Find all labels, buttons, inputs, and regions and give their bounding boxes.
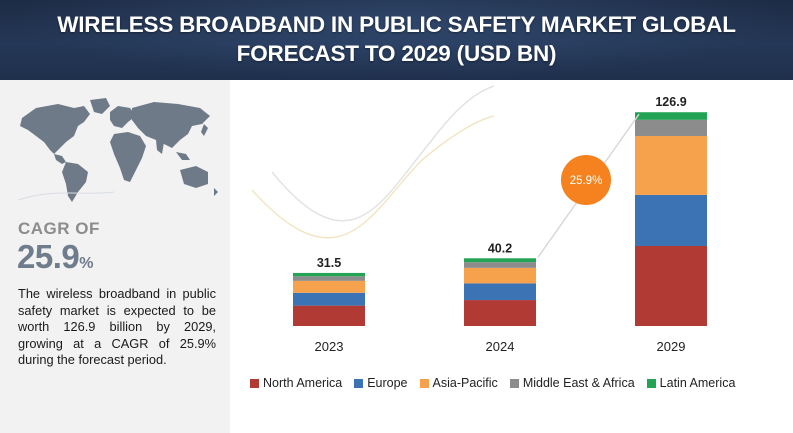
cagr-value-group: 25.9%: [17, 238, 93, 276]
x-tick-label-2023: 2023: [315, 339, 344, 354]
bar-segment-2024-asia-pacific: [464, 267, 536, 284]
legend-label-europe: Europe: [367, 376, 408, 390]
legend-label-latin-america: Latin America: [659, 376, 736, 390]
legend-item-europe: Europe: [354, 376, 408, 390]
bar-segment-2023-north-america: [293, 305, 365, 326]
decorative-curves: [251, 85, 495, 239]
legend-item-middle-east-africa: Middle East & Africa: [509, 376, 635, 390]
bar-segment-2023-middle-east-africa: [293, 276, 365, 281]
bar-segment-2029-north-america: [635, 245, 707, 326]
legend-label-middle-east-africa: Middle East & Africa: [522, 376, 635, 390]
header-banner: WIRELESS BROADBAND IN PUBLIC SAFETY MARK…: [0, 0, 793, 80]
cagr-bubble-label: 25.9%: [570, 175, 603, 187]
title-line-1: WIRELESS BROADBAND IN PUBLIC SAFETY MARK…: [57, 12, 736, 37]
bar-segment-2029-europe: [635, 194, 707, 246]
total-label-2023: 31.5: [317, 256, 341, 270]
world-map-icon: [17, 98, 218, 202]
x-tick-label-2029: 2029: [657, 339, 686, 354]
label-group: 31.5 2023 40.2 2024 126.9 2029: [315, 95, 687, 354]
market-summary-text: The wireless broadband in public safety …: [18, 286, 216, 368]
bar-segment-2029-asia-pacific: [635, 135, 707, 195]
page-title: WIRELESS BROADBAND IN PUBLIC SAFETY MARK…: [0, 10, 793, 68]
legend-label-north-america: North America: [263, 376, 343, 390]
bar-segment-2024-europe: [464, 283, 536, 301]
legend-item-north-america: North America: [250, 376, 342, 390]
cagr-value: 25.9: [17, 238, 80, 275]
stacked-bar-chart: 25.9% 31.5 2023 40.2 2024 126.9 2029 North Am…: [232, 80, 793, 433]
bar-segment-2023-asia-pacific: [293, 280, 365, 293]
total-label-2029: 126.9: [655, 95, 686, 109]
legend-label-asia-pacific: Asia-Pacific: [432, 376, 498, 390]
bar-segment-2024-north-america: [464, 300, 536, 326]
chart-legend: North America Europe Asia-Pacific Middle Ea…: [250, 373, 790, 393]
legend-item-asia-pacific: Asia-Pacific: [419, 376, 498, 390]
legend-swatch-middle-east-africa: [509, 378, 519, 388]
legend-swatch-latin-america: [646, 378, 656, 388]
left-panel: CAGR OF 25.9% The wireless broadband in …: [0, 80, 230, 433]
legend-swatch-asia-pacific: [419, 378, 429, 388]
title-line-2: FORECAST TO 2029 (USD BN): [236, 41, 557, 66]
legend-item-latin-america: Latin America: [646, 376, 736, 390]
header-light-streak: [0, 0, 793, 80]
chart-canvas: 25.9% 31.5 2023 40.2 2024 126.9 2029: [251, 85, 707, 354]
bar-segment-2023-latin-america: [293, 272, 365, 277]
legend-swatch-europe: [354, 378, 364, 388]
x-tick-label-2024: 2024: [486, 339, 515, 354]
bar-segment-2024-middle-east-africa: [464, 262, 536, 268]
legend-swatch-north-america: [250, 378, 259, 388]
bar-segment-2023-europe: [293, 292, 365, 306]
total-label-2024: 40.2: [488, 241, 512, 255]
bar-segment-2029-latin-america: [635, 112, 707, 120]
bar-segment-2029-middle-east-africa: [635, 119, 707, 136]
bar-group: [293, 112, 707, 326]
cagr-unit: %: [79, 255, 94, 272]
cagr-bubble-circle: [561, 155, 611, 205]
bar-segment-2024-latin-america: [464, 258, 536, 263]
cagr-bubble: 25.9%: [561, 155, 611, 205]
cagr-label: CAGR OF: [18, 219, 100, 238]
